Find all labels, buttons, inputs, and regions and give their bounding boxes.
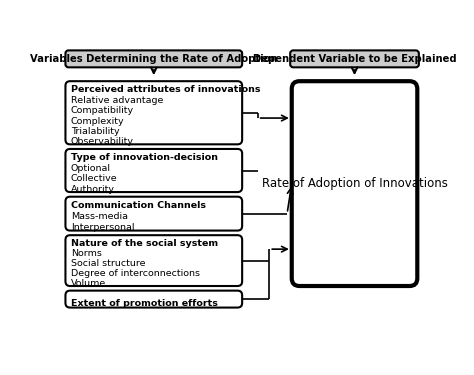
Text: Authority: Authority [71, 185, 115, 194]
FancyBboxPatch shape [65, 50, 242, 68]
FancyBboxPatch shape [65, 235, 242, 286]
Text: Rate of Adoption of Innovations: Rate of Adoption of Innovations [262, 177, 447, 190]
Text: Dependent Variable to be Explained: Dependent Variable to be Explained [253, 54, 456, 64]
FancyBboxPatch shape [65, 149, 242, 192]
FancyBboxPatch shape [65, 197, 242, 231]
Text: Variables Determining the Rate of Adoption: Variables Determining the Rate of Adopti… [30, 54, 278, 64]
Text: Trialability: Trialability [71, 127, 119, 136]
Text: Interpersonal: Interpersonal [71, 224, 134, 232]
Text: Compatibility: Compatibility [71, 106, 134, 115]
Text: Communication Channels: Communication Channels [71, 201, 206, 210]
Text: Norms: Norms [71, 249, 102, 258]
FancyBboxPatch shape [65, 81, 242, 144]
FancyBboxPatch shape [290, 50, 419, 68]
Text: Mass-media: Mass-media [71, 212, 128, 221]
Text: Optional: Optional [71, 164, 111, 173]
Text: Collective: Collective [71, 174, 118, 183]
Text: Extent of promotion efforts: Extent of promotion efforts [71, 299, 218, 308]
Text: Observability: Observability [71, 137, 134, 146]
Text: Complexity: Complexity [71, 117, 125, 126]
Text: Degree of interconnections: Degree of interconnections [71, 269, 200, 278]
Text: Relative advantage: Relative advantage [71, 96, 163, 105]
Text: Volume: Volume [71, 279, 106, 288]
Text: Type of innovation-decision: Type of innovation-decision [71, 153, 218, 162]
FancyBboxPatch shape [65, 291, 242, 308]
Text: Social structure: Social structure [71, 259, 146, 268]
FancyBboxPatch shape [292, 81, 417, 286]
Text: Nature of the social system: Nature of the social system [71, 239, 218, 248]
Text: Perceived attributes of innovations: Perceived attributes of innovations [71, 86, 260, 94]
